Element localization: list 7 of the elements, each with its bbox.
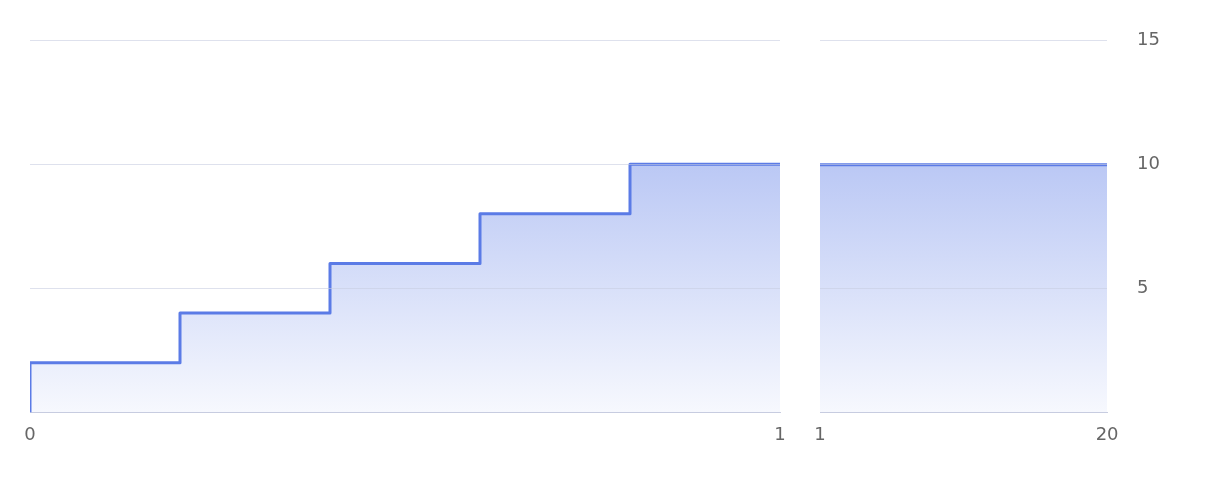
x-tick-label: 20 [1095,422,1119,444]
x-tick-label: 1 [814,422,826,444]
x-tick-label: 0 [24,422,36,444]
y-tick-label: 5 [1137,276,1149,298]
y-tick-label: 15 [1137,28,1160,50]
y-tick-label: 10 [1137,152,1160,174]
x-tick-label: 1 [774,422,786,444]
